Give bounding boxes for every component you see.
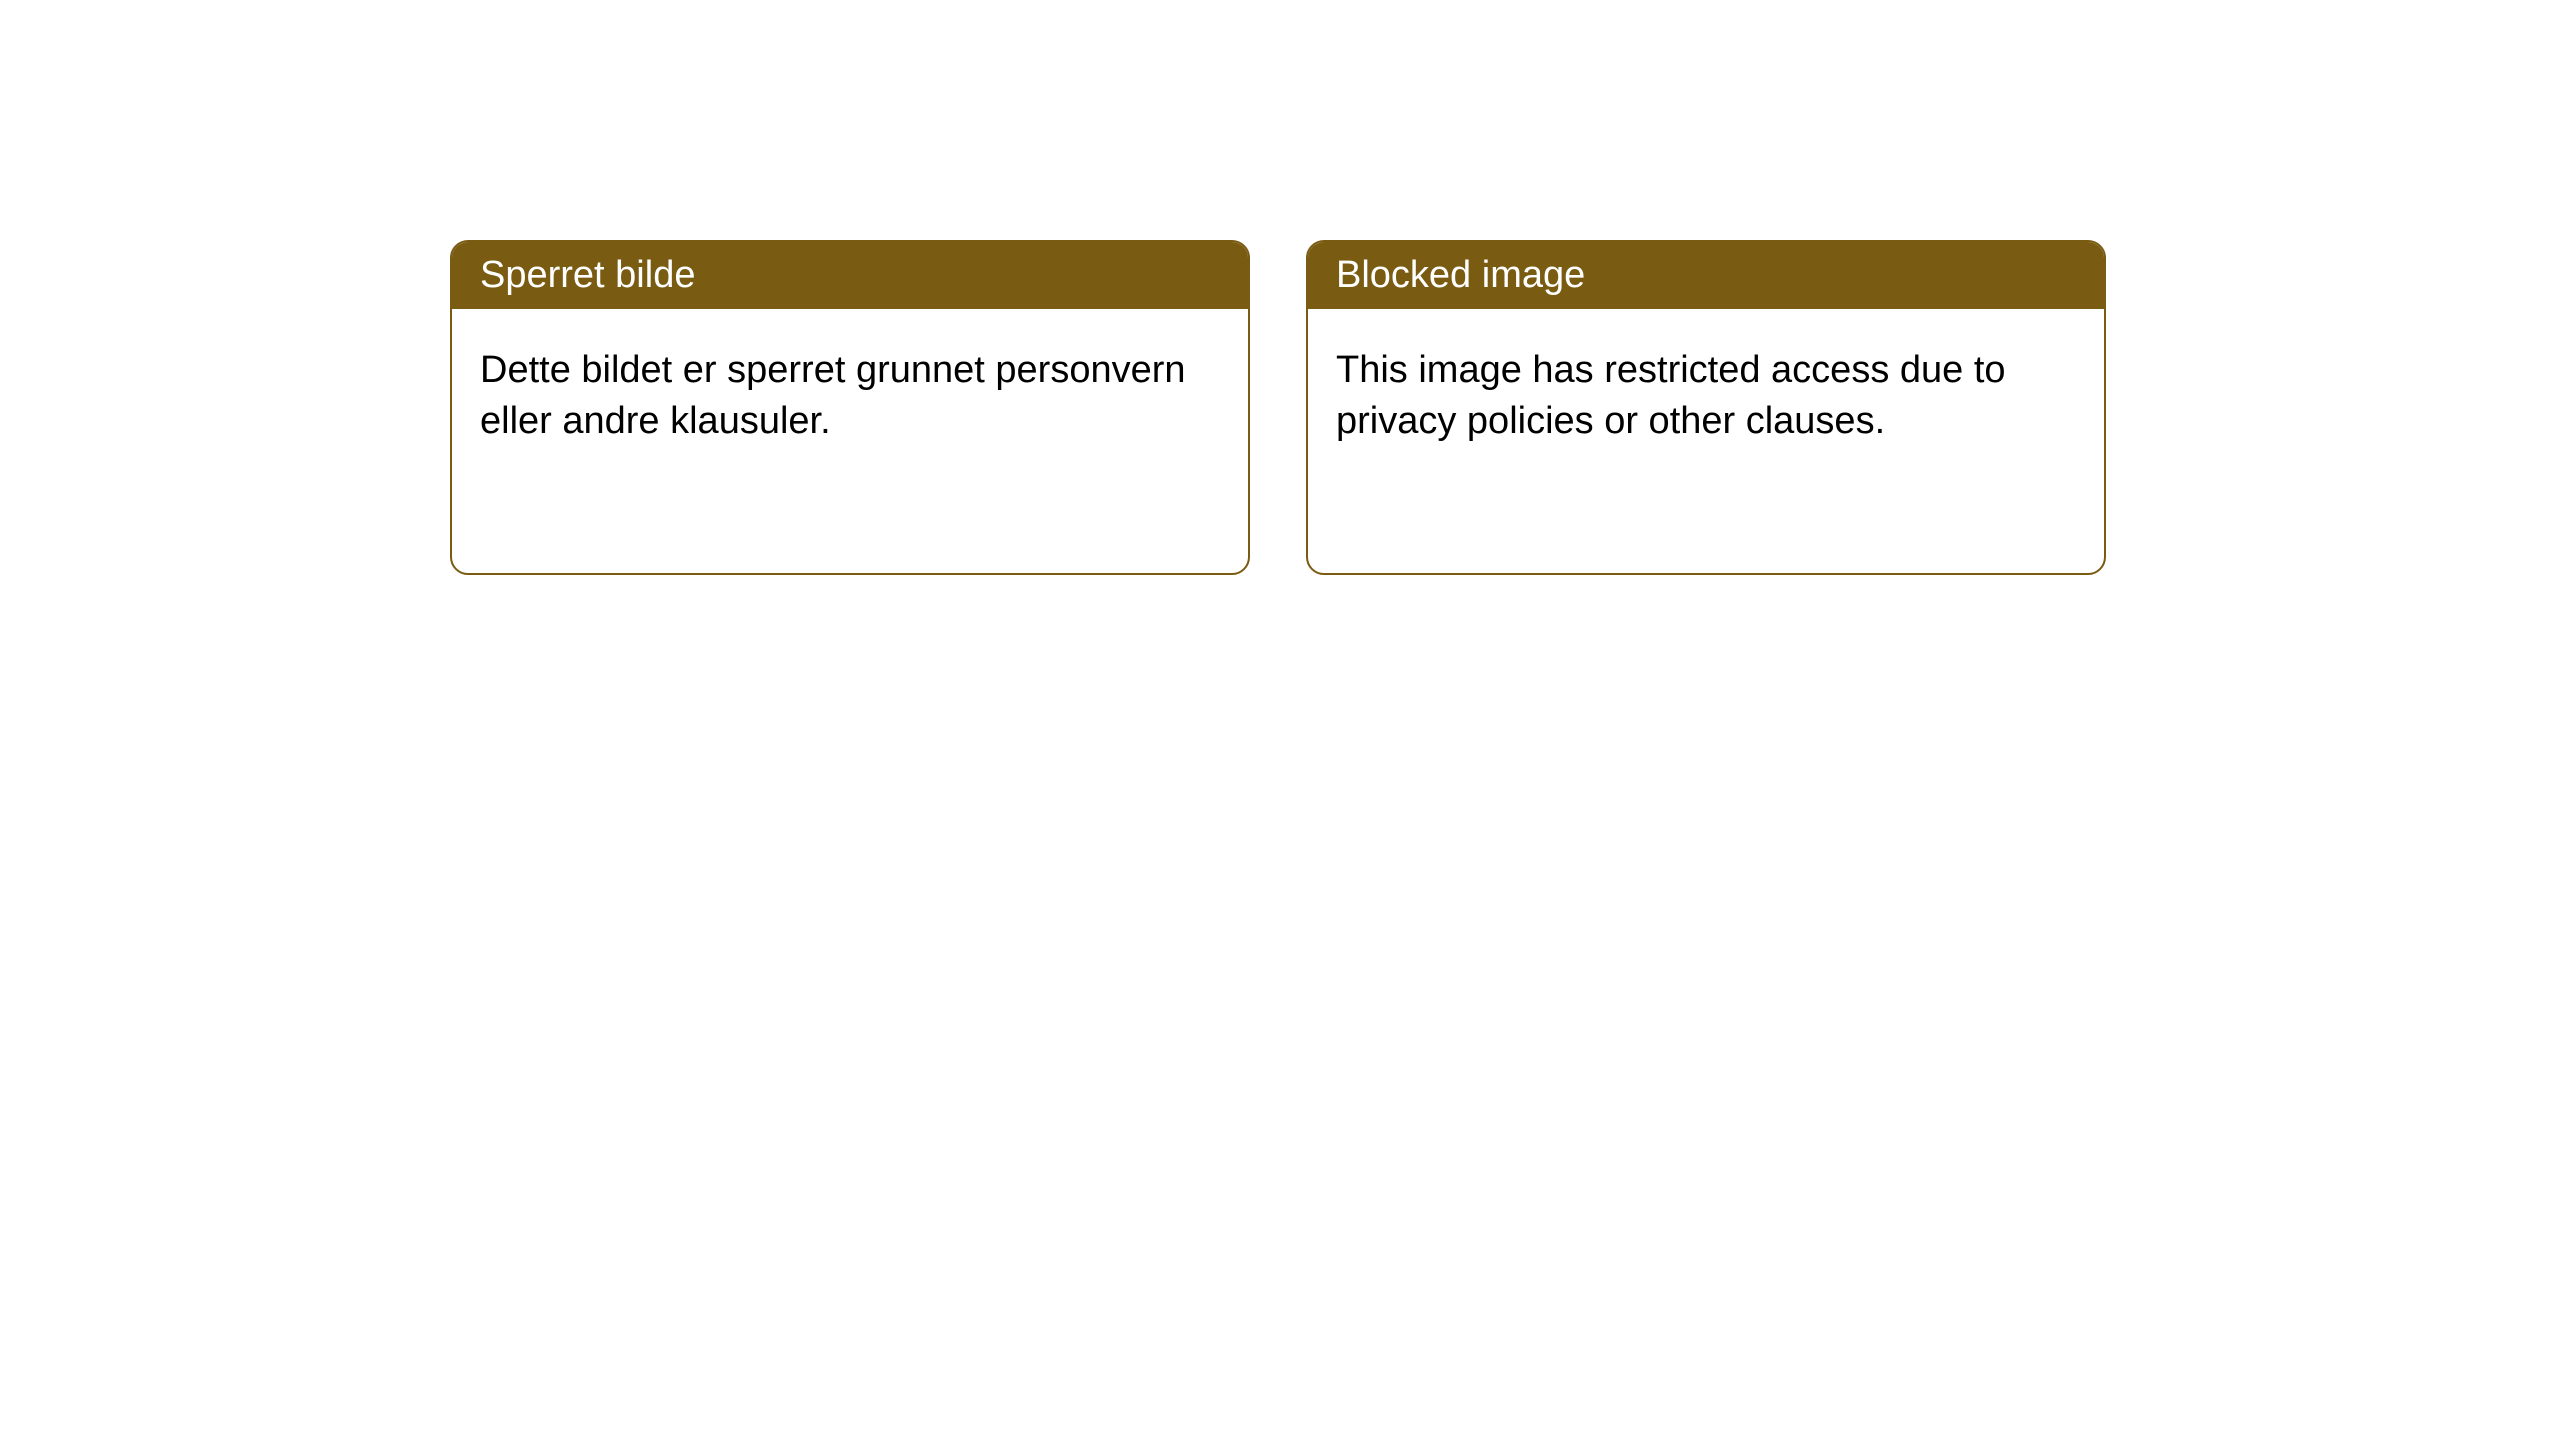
card-english: Blocked image This image has restricted … — [1306, 240, 2106, 575]
card-title: Sperret bilde — [480, 254, 695, 296]
card-header: Sperret bilde — [452, 242, 1248, 309]
card-body-text: Dette bildet er sperret grunnet personve… — [480, 349, 1186, 442]
card-title: Blocked image — [1336, 254, 1585, 296]
card-norwegian: Sperret bilde Dette bildet er sperret gr… — [450, 240, 1250, 575]
cards-container: Sperret bilde Dette bildet er sperret gr… — [450, 240, 2106, 575]
card-body-text: This image has restricted access due to … — [1336, 349, 2006, 442]
card-header: Blocked image — [1308, 242, 2104, 309]
card-body: Dette bildet er sperret grunnet personve… — [452, 309, 1248, 484]
card-body: This image has restricted access due to … — [1308, 309, 2104, 484]
